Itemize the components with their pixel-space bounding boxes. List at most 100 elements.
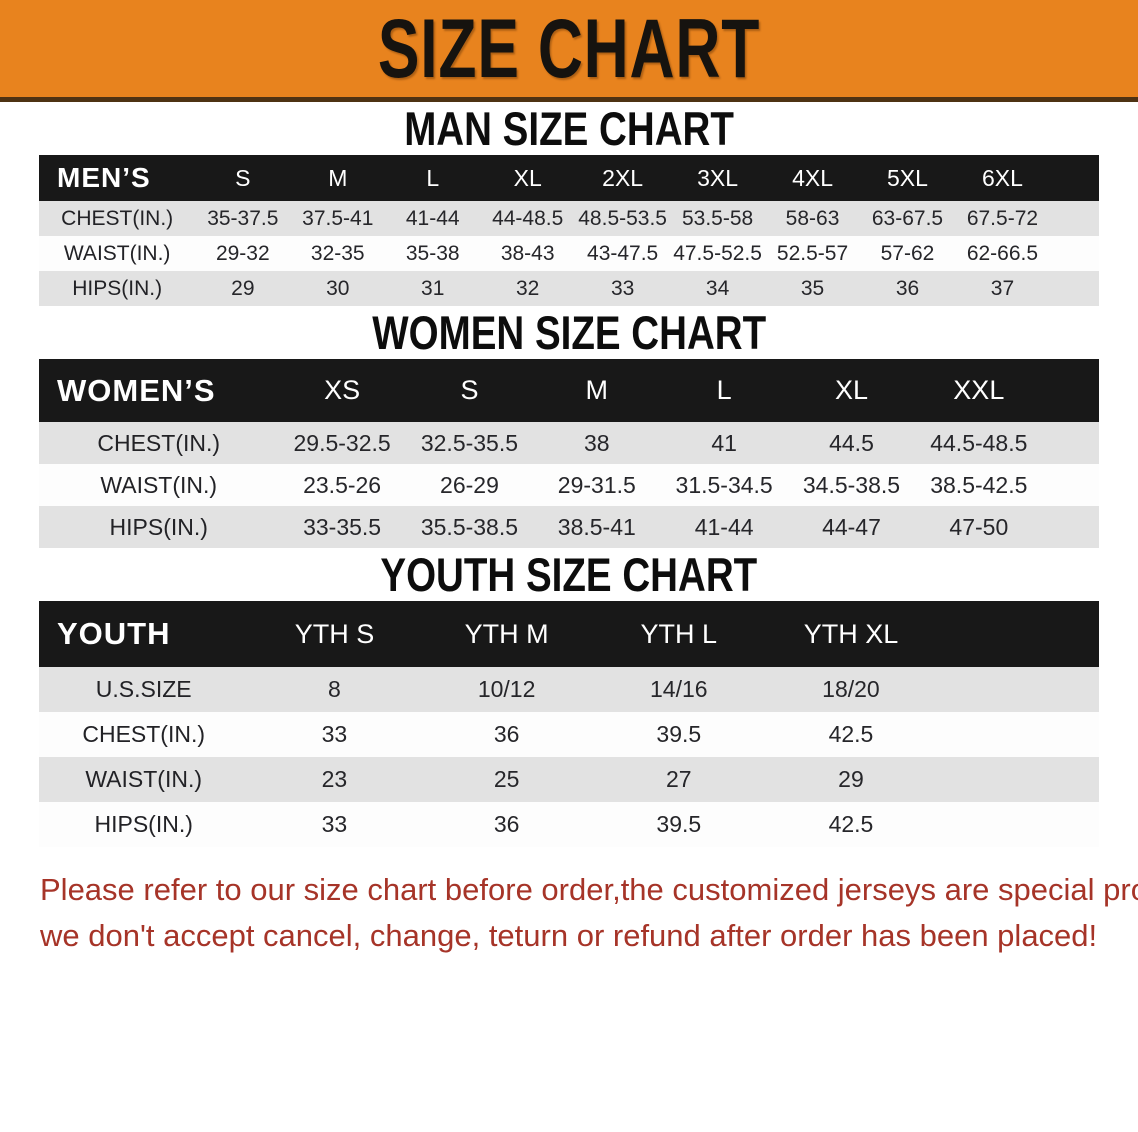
- row-spacer: [937, 802, 1099, 847]
- table-row: HIPS(IN.) 29 30 31 32 33 34 35 36 37: [39, 271, 1099, 306]
- size-value-cell: 62-66.5: [966, 241, 1039, 265]
- column-header: YTH M: [464, 618, 549, 649]
- size-value-cell: 35-38: [405, 241, 460, 265]
- table-row: U.S.SIZE 8 10/12 14/16 18/20: [39, 667, 1099, 712]
- size-value-cell: 31: [421, 276, 445, 300]
- size-value-cell: 63-67.5: [871, 206, 944, 230]
- column-header: XS: [324, 375, 361, 405]
- size-value-cell: 14/16: [650, 676, 708, 702]
- column-header: XL: [513, 164, 542, 191]
- column-header: S: [460, 375, 479, 405]
- women-section-title: WOMEN SIZE CHART: [0, 306, 1138, 359]
- size-value-cell: 34.5-38.5: [802, 471, 901, 498]
- row-label: WAIST(IN.): [63, 241, 171, 265]
- size-value-cell: 38.5-42.5: [930, 471, 1028, 498]
- size-value-cell: 25: [493, 766, 520, 792]
- men-section-title-text: MAN SIZE CHART: [404, 102, 734, 155]
- size-value-cell: 33: [321, 811, 348, 837]
- column-header: M: [328, 164, 348, 191]
- disclaimer-line-1: Please refer to our size chart before or…: [40, 872, 1138, 907]
- size-value-cell: 44-48.5: [492, 206, 564, 230]
- size-value-cell: 33: [321, 721, 348, 747]
- size-value-cell: 48.5-53.5: [578, 206, 667, 230]
- column-header: XXL: [953, 375, 1005, 405]
- size-value-cell: 33: [610, 276, 635, 300]
- column-header: YTH XL: [803, 618, 899, 649]
- youth-section-title-text: YOUTH SIZE CHART: [380, 548, 758, 601]
- size-value-cell: 44.5: [829, 429, 874, 456]
- size-value-cell: 34: [705, 276, 730, 300]
- table-corner-label: MEN’S: [57, 162, 151, 193]
- column-header: YTH L: [640, 618, 718, 649]
- size-value-cell: 38.5-41: [557, 513, 636, 540]
- row-label: WAIST(IN.): [85, 766, 203, 792]
- size-value-cell: 29: [231, 276, 255, 300]
- size-value-cell: 47.5-52.5: [673, 241, 762, 265]
- table-corner-label: WOMEN’S: [57, 372, 216, 408]
- column-header: M: [585, 375, 609, 405]
- table-row: HIPS(IN.) 33-35.5 35.5-38.5 38.5-41 41-44 44-…: [39, 506, 1099, 548]
- size-value-cell: 42.5: [828, 811, 874, 837]
- table-corner-label: YOUTH: [57, 616, 171, 651]
- column-header: 3XL: [697, 164, 739, 191]
- size-value-cell: 10/12: [477, 676, 536, 702]
- section-men: MAN SIZE CHART MEN’S S M L XL 2XL 3XL 4XL 5XL 6XL…: [0, 102, 1138, 306]
- size-value-cell: 41-44: [405, 206, 460, 230]
- size-value-cell: 35.5-38.5: [420, 513, 519, 540]
- size-value-cell: 43-47.5: [587, 241, 659, 265]
- size-value-cell: 53.5-58: [681, 206, 754, 230]
- size-value-cell: 38-43: [500, 241, 555, 265]
- size-value-cell: 35-37.5: [207, 206, 279, 230]
- size-value-cell: 37: [990, 276, 1015, 300]
- size-value-cell: 29.5-32.5: [293, 429, 391, 456]
- column-header: 5XL: [887, 164, 928, 191]
- men-size-table: MEN’S S M L XL 2XL 3XL 4XL 5XL 6XL CHEST(IN.) 35-3…: [39, 155, 1099, 306]
- section-women: WOMEN SIZE CHART WOMEN’S XS S M L XL XXL CHEST…: [0, 306, 1138, 548]
- size-value-cell: 52.5-57: [776, 241, 849, 265]
- table-row: CHEST(IN.) 33 36 39.5 42.5: [39, 712, 1099, 757]
- row-spacer: [937, 712, 1099, 757]
- youth-table-header-row: YOUTH YTH S YTH M YTH L YTH XL: [39, 601, 1099, 667]
- size-value-cell: 29-32: [215, 241, 270, 265]
- size-value-cell: 41-44: [694, 513, 754, 540]
- row-spacer: [1043, 422, 1100, 464]
- column-header: L: [426, 164, 440, 191]
- youth-size-table: YOUTH YTH S YTH M YTH L YTH XL U.S.SIZE 8 10/1…: [39, 601, 1099, 847]
- size-value-cell: 23: [321, 766, 348, 792]
- size-value-cell: 8: [328, 676, 341, 702]
- size-value-cell: 32: [516, 276, 540, 300]
- table-row: CHEST(IN.) 35-37.5 37.5-41 41-44 44-48.5 48.5…: [39, 201, 1099, 236]
- row-label: U.S.SIZE: [95, 676, 192, 702]
- row-spacer: [937, 757, 1099, 802]
- size-value-cell: 18/20: [822, 676, 880, 702]
- row-label: CHEST(IN.): [61, 206, 174, 230]
- size-value-cell: 36: [895, 276, 920, 300]
- column-header: L: [716, 375, 732, 405]
- size-value-cell: 30: [326, 276, 350, 300]
- size-value-cell: 58-63: [785, 206, 840, 230]
- size-value-cell: 39.5: [656, 721, 702, 747]
- column-header: YTH S: [294, 618, 375, 649]
- size-value-cell: 29-31.5: [557, 471, 636, 498]
- disclaimer: Please refer to our size chart before or…: [40, 867, 1138, 959]
- disclaimer-line-2: we don't accept cancel, change, teturn o…: [40, 918, 1098, 953]
- size-value-cell: 35: [800, 276, 825, 300]
- table-row: WAIST(IN.) 29-32 32-35 35-38 38-43 43-47.5 47.…: [39, 236, 1099, 271]
- column-header: S: [235, 164, 251, 191]
- row-spacer: [937, 667, 1099, 712]
- size-value-cell: 42.5: [828, 721, 874, 747]
- row-label: HIPS(IN.): [72, 276, 163, 300]
- women-table-header-row: WOMEN’S XS S M L XL XXL: [39, 359, 1099, 422]
- row-label: WAIST(IN.): [100, 471, 218, 498]
- size-value-cell: 31.5-34.5: [675, 471, 773, 498]
- header-spacer: [1050, 155, 1099, 201]
- size-value-cell: 47-50: [949, 513, 1009, 540]
- header-spacer: [1043, 359, 1100, 422]
- row-spacer: [1050, 271, 1099, 306]
- size-value-cell: 33-35.5: [303, 513, 382, 540]
- row-spacer: [1043, 464, 1100, 506]
- row-spacer: [1050, 236, 1099, 271]
- size-value-cell: 32.5-35.5: [420, 429, 519, 456]
- size-value-cell: 37.5-41: [302, 206, 374, 230]
